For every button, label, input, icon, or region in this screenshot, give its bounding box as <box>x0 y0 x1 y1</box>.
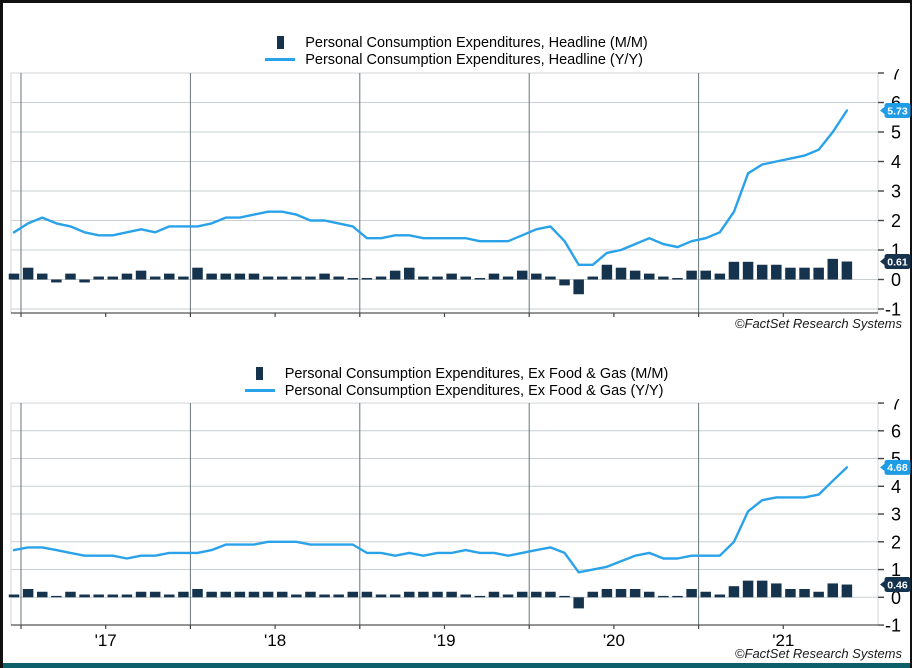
line-end-callout: 5.73 <box>880 102 911 118</box>
svg-text:0.46: 0.46 <box>887 579 908 591</box>
legend-row-headline-yy: Personal Consumption Expenditures, Headl… <box>265 51 648 68</box>
legend-row-core-mm: Personal Consumption Expenditures, Ex Fo… <box>245 365 669 382</box>
footer-accent-bar <box>3 663 910 668</box>
svg-text:4: 4 <box>891 477 901 497</box>
factset-credit-bottom: ©FactSet Research Systems <box>734 646 902 661</box>
svg-text:2: 2 <box>891 211 901 231</box>
svg-text:'17: '17 <box>95 631 117 650</box>
svg-text:6: 6 <box>891 421 901 441</box>
svg-text:4: 4 <box>891 152 901 172</box>
svg-text:-1: -1 <box>885 300 901 318</box>
year-gridlines <box>20 73 700 313</box>
svg-text:5.73: 5.73 <box>887 105 908 117</box>
svg-text:'18: '18 <box>264 631 286 650</box>
x-axis-ticks <box>20 625 784 629</box>
svg-text:'19: '19 <box>433 631 455 650</box>
legend-label-headline-yy: Personal Consumption Expenditures, Headl… <box>305 51 643 68</box>
x-axis-ticks <box>20 313 784 317</box>
ex-food-gas-legend: Personal Consumption Expenditures, Ex Fo… <box>3 365 910 399</box>
h-gridlines <box>11 102 878 310</box>
svg-text:-1: -1 <box>885 616 901 636</box>
svg-text:3: 3 <box>891 505 901 525</box>
yy-line <box>12 466 849 574</box>
bar-series-swatch-icon <box>256 367 264 380</box>
svg-text:'20: '20 <box>603 631 625 650</box>
headline-legend: Personal Consumption Expenditures, Headl… <box>3 34 910 68</box>
svg-text:0: 0 <box>891 270 901 290</box>
year-gridlines <box>20 403 700 625</box>
bar-series-swatch-icon <box>276 36 284 49</box>
line-end-callout: 4.68 <box>880 459 911 475</box>
svg-text:3: 3 <box>891 182 901 202</box>
svg-text:7: 7 <box>891 399 901 414</box>
legend-row-headline-mm: Personal Consumption Expenditures, Headl… <box>265 34 648 51</box>
legend-row-core-yy: Personal Consumption Expenditures, Ex Fo… <box>244 382 669 399</box>
line-series-swatch-icon <box>265 58 296 61</box>
svg-text:0: 0 <box>891 588 901 608</box>
bar-end-callout: 0.46 <box>880 577 911 593</box>
legend-label-core-yy: Personal Consumption Expenditures, Ex Fo… <box>284 382 664 399</box>
svg-text:4.68: 4.68 <box>887 462 908 474</box>
svg-text:0.61: 0.61 <box>887 256 908 268</box>
svg-text:1: 1 <box>891 241 901 261</box>
mm-bars <box>8 580 853 609</box>
legend-label-headline-mm: Personal Consumption Expenditures, Headl… <box>305 34 648 51</box>
line-series-swatch-icon <box>244 389 275 392</box>
ex-food-gas-chart-plot: 7 6 5 4 3 2 1 0 -1 '17 '18 '19 '20 '21 4.68 0.46 <box>8 399 911 650</box>
svg-text:'21: '21 <box>772 631 794 650</box>
svg-text:1: 1 <box>891 560 901 580</box>
yy-line <box>12 109 849 267</box>
y-axis-labels: 7 6 5 4 3 2 1 0 -1 <box>878 399 901 636</box>
svg-text:2: 2 <box>891 532 901 552</box>
svg-text:5: 5 <box>891 123 901 143</box>
legend-label-core-mm: Personal Consumption Expenditures, Ex Fo… <box>284 365 669 382</box>
svg-text:5: 5 <box>891 449 901 469</box>
x-axis-labels: '17 '18 '19 '20 '21 <box>95 631 795 650</box>
factset-credit-top: ©FactSet Research Systems <box>734 316 902 331</box>
svg-text:7: 7 <box>891 69 901 84</box>
bar-end-callout: 0.61 <box>880 254 911 270</box>
mm-bars <box>8 258 853 295</box>
